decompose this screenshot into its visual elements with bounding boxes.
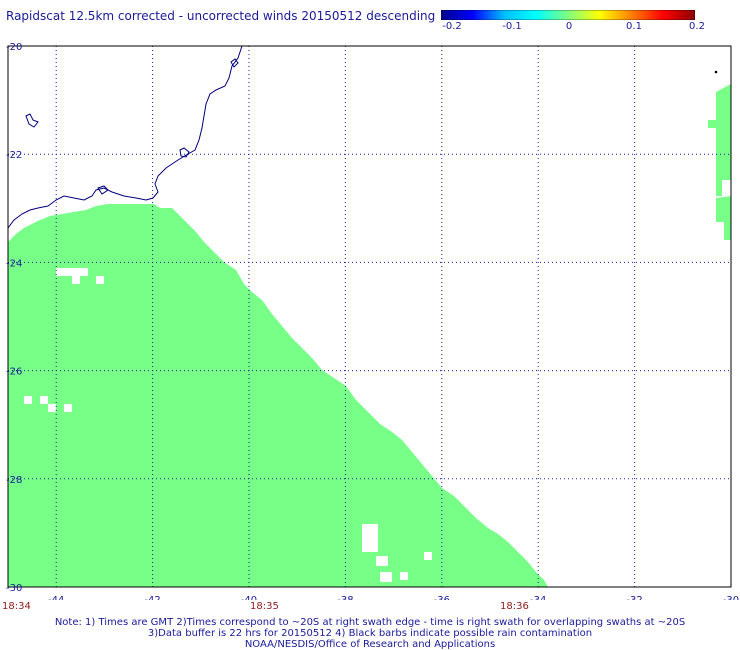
colorbar (441, 10, 695, 20)
latitude-tick-label: -26 (6, 367, 22, 378)
time-label: 18:35 (250, 601, 279, 612)
coastline (7, 45, 243, 229)
colorbar-tick: 0.2 (689, 21, 705, 32)
swath-data (8, 84, 731, 587)
note-line-1: Note: 1) Times are GMT 2)Times correspon… (54, 617, 686, 628)
map-frame (7, 45, 732, 588)
longitude-tick-label: -34 (530, 595, 546, 600)
longitude-ticks: -44 -42 -40 -38 -36 -34 -32 -30 (48, 595, 739, 600)
latitude-tick-label: -22 (6, 150, 22, 161)
longitude-tick-label: -36 (434, 595, 450, 600)
note-line-3: NOAA/NESDIS/Office of Research and Appli… (244, 639, 496, 650)
colorbar-tick: 0.1 (626, 21, 642, 32)
latitude-tick-label: -28 (6, 475, 22, 486)
colorbar-tick: -0.2 (442, 21, 462, 32)
colorbar-tick: -0.1 (502, 21, 522, 32)
longitude-tick-label: -44 (48, 595, 64, 600)
longitude-tick-label: -40 (241, 595, 257, 600)
longitude-tick-label: -42 (144, 595, 160, 600)
latitude-tick-label: -20 (6, 42, 22, 53)
longitude-tick-label: -30 (723, 595, 739, 600)
longitude-tick-label: -38 (337, 595, 353, 600)
time-label: 18:36 (500, 601, 529, 612)
longitude-tick-label: -32 (626, 595, 642, 600)
note-line-2: 3)Data buffer is 22 hrs for 20150512 4) … (147, 628, 593, 639)
latitude-tick-label: -30 (6, 583, 22, 594)
map-title: Rapidscat 12.5km corrected - uncorrected… (6, 9, 436, 23)
wind-map: -44 -42 -40 -38 -36 -34 -32 -30 -20 -22 -24 -26 -28… (6, 42, 739, 600)
latitude-ticks: -20 -22 -24 -26 -28 -30 (6, 42, 22, 594)
colorbar-tick: 0 (565, 21, 573, 32)
latitude-tick-label: -24 (6, 258, 22, 269)
time-label: 18:34 (2, 601, 31, 612)
